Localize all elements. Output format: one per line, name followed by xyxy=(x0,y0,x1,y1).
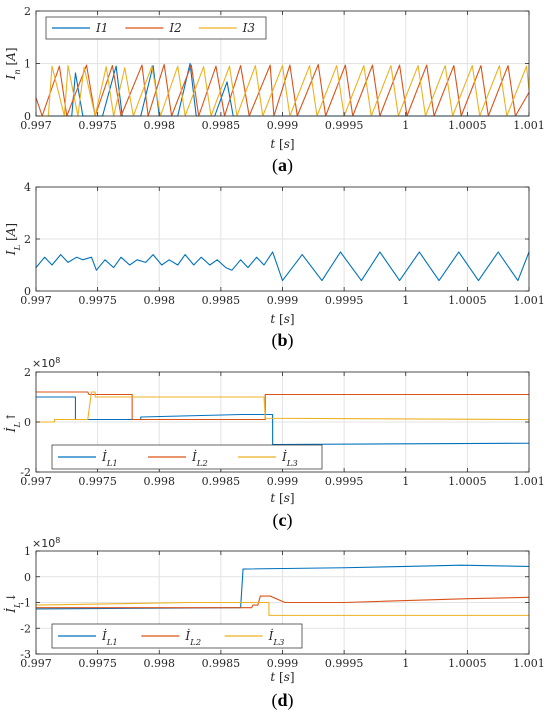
y-tick-label: -1 xyxy=(20,597,31,610)
x-tick-label: 0.998 xyxy=(144,475,176,488)
y-tick-label: 1 xyxy=(24,58,31,71)
x-tick-label: 0.9995 xyxy=(325,294,364,307)
x-tick-label: 0.998 xyxy=(144,657,176,670)
subfigure-caption: (b) xyxy=(271,330,293,351)
x-tick-label: 1.0005 xyxy=(448,475,487,488)
x-tick-label: 0.9985 xyxy=(202,119,241,132)
y-tick-label: 1 xyxy=(24,545,31,558)
y-exponent-label: ×108 xyxy=(32,356,60,371)
x-tick-label: 0.999 xyxy=(267,475,299,488)
series-line-b-1 xyxy=(35,251,530,282)
x-tick-label: 1.001 xyxy=(513,475,545,488)
legend-d: İL1 İL2 İL3 xyxy=(51,623,303,649)
x-tick-label: 1 xyxy=(402,119,409,132)
x-axis-label: t [s] xyxy=(270,312,294,326)
subfigure-caption: (c) xyxy=(273,510,293,531)
legend-entry: I2 xyxy=(168,21,181,35)
x-tick-label: 0.998 xyxy=(144,294,176,307)
panel-d: 0.997 0.9975 0.998 0.9985 0.999 0.9995 1 1.0005… xyxy=(3,536,545,712)
x-tick-label: 0.9975 xyxy=(78,294,117,307)
x-axis-label: t [s] xyxy=(270,491,294,505)
x-tick-label: 0.999 xyxy=(267,294,299,307)
y-tick-label: 2 xyxy=(24,233,31,246)
series-line-d-2 xyxy=(36,595,530,609)
legend-entry: İL2 xyxy=(191,449,208,469)
x-tick-label: 0.997 xyxy=(20,657,52,670)
y-tick-label: 0 xyxy=(24,416,31,429)
x-tick-label: 0.997 xyxy=(20,475,52,488)
series-line-a-3 xyxy=(36,65,530,117)
legend-entry: İL3 xyxy=(281,449,298,469)
legend-entry: İL1 xyxy=(101,628,118,648)
y-tick-label: 0 xyxy=(24,571,31,584)
y-axis-label: IL [A] xyxy=(4,223,23,256)
legend-entry: İL3 xyxy=(268,628,285,648)
series-line-c-3 xyxy=(36,391,530,423)
x-tick-label: 0.997 xyxy=(20,119,52,132)
legend-entry: İL1 xyxy=(101,449,118,469)
x-tick-label: 1.001 xyxy=(513,119,545,132)
legend-entry: İL2 xyxy=(184,628,201,648)
y-exponent-label: ×108 xyxy=(32,536,60,551)
y-tick-label: 0 xyxy=(24,285,31,298)
x-tick-label: 1.001 xyxy=(513,657,545,670)
x-axis-label: t [s] xyxy=(270,670,294,684)
x-tick-label: 0.9995 xyxy=(325,475,364,488)
y-axis-label: In [A] xyxy=(4,47,23,80)
series-line-d-3 xyxy=(35,601,529,616)
series-line-c-1 xyxy=(36,396,530,446)
panel-b: 0.997 0.9975 0.998 0.9985 0.999 0.9995 1 1.0005… xyxy=(4,181,545,351)
y-tick-label: 0 xyxy=(24,110,31,123)
x-tick-label: 0.9995 xyxy=(325,119,364,132)
x-tick-label: 0.9995 xyxy=(325,657,364,670)
series-line-c-2 xyxy=(36,391,529,421)
legend-c: İL1 İL2 İL3 xyxy=(51,444,323,470)
x-tick-label: 0.9985 xyxy=(202,475,241,488)
x-tick-label: 1 xyxy=(402,657,409,670)
y-tick-label: 2 xyxy=(24,5,31,18)
subfigure-caption: (d) xyxy=(271,690,293,711)
legend-box xyxy=(51,444,323,470)
legend-entry: I3 xyxy=(242,21,256,35)
subfigure-caption: (a) xyxy=(272,155,293,176)
y-tick-label: 2 xyxy=(24,366,31,379)
x-tick-label: 0.9975 xyxy=(78,657,117,670)
x-tick-label: 0.9985 xyxy=(202,657,241,670)
x-tick-label: 0.997 xyxy=(20,294,52,307)
x-tick-label: 1 xyxy=(402,475,409,488)
legend-entry: I1 xyxy=(95,21,108,35)
x-tick-label: 1.001 xyxy=(513,294,545,307)
y-tick-label: 4 xyxy=(24,181,31,194)
y-tick-label: -2 xyxy=(20,622,31,635)
y-tick-label: -2 xyxy=(20,466,31,479)
x-tick-label: 1.0005 xyxy=(448,294,487,307)
x-tick-label: 0.999 xyxy=(267,119,299,132)
x-tick-label: 0.9975 xyxy=(78,475,117,488)
x-tick-label: 0.9985 xyxy=(202,294,241,307)
x-axis-label: t [s] xyxy=(270,137,294,151)
x-tick-label: 0.998 xyxy=(144,119,176,132)
x-tick-label: 1.0005 xyxy=(448,119,487,132)
series-line-a-1 xyxy=(36,62,529,117)
x-tick-label: 0.999 xyxy=(267,657,299,670)
x-tick-label: 1.0005 xyxy=(448,657,487,670)
panel-c: 0.997 0.9975 0.998 0.9985 0.999 0.9995 1 1.0005… xyxy=(3,356,545,532)
x-tick-label: 0.9975 xyxy=(78,119,117,132)
x-tick-label: 1 xyxy=(402,294,409,307)
panel-a: 0.997 0.9975 0.998 0.9985 0.999 0.9995 1 1.0005… xyxy=(4,5,545,176)
legend-a: I1 I2 I3 xyxy=(45,16,267,40)
y-axis-label: İL↓ xyxy=(3,592,23,613)
y-tick-label: -3 xyxy=(20,648,31,661)
y-axis-label: İL↑ xyxy=(3,412,23,433)
